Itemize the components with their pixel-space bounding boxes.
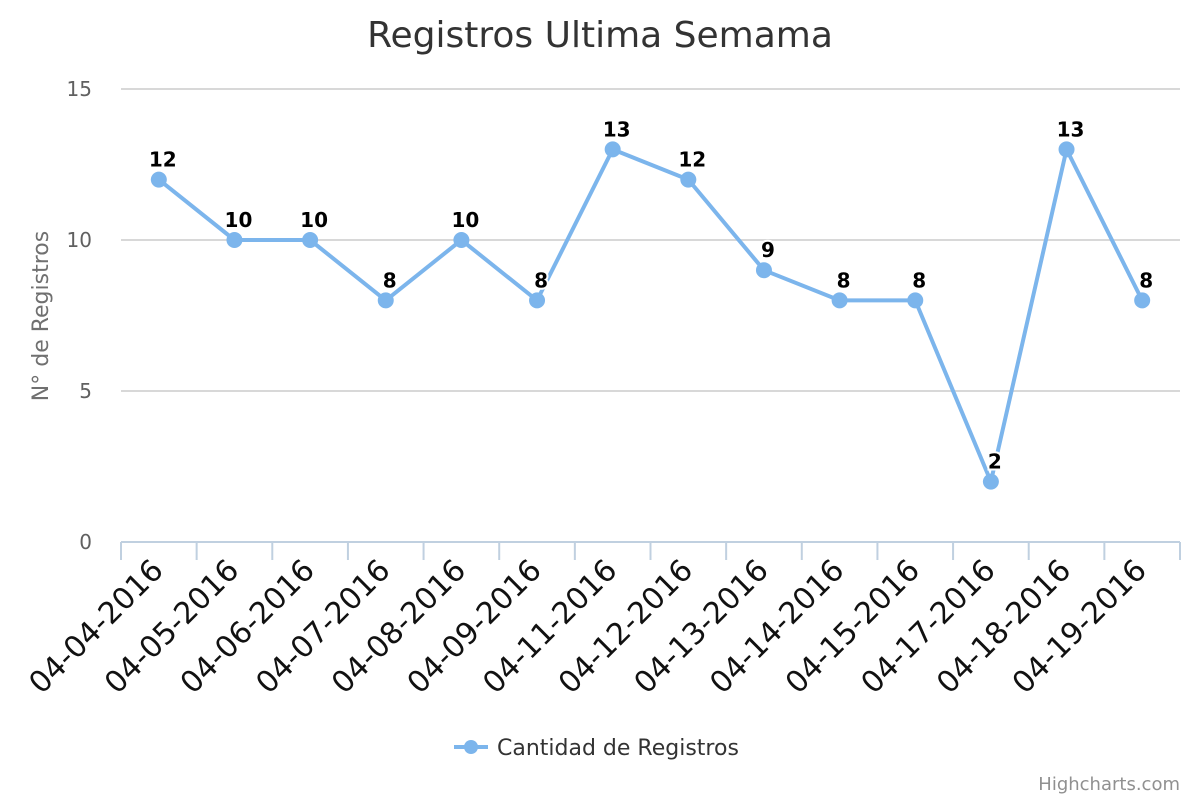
chart-title: Registros Ultima Semama [367, 15, 833, 56]
data-point[interactable] [377, 292, 394, 309]
y-tick-label: 0 [79, 530, 92, 554]
data-label: 12 [678, 148, 706, 172]
y-tick-label: 15 [67, 77, 92, 101]
data-point[interactable] [529, 292, 546, 309]
data-label: 12 [149, 148, 177, 172]
data-label: 9 [761, 238, 775, 262]
data-point[interactable] [226, 232, 243, 248]
data-label: 8 [837, 268, 851, 292]
data-label: 13 [1057, 117, 1085, 141]
y-axis-ticks: 0 5 10 15 [67, 77, 92, 554]
series-cantidad-de-registros[interactable] [150, 141, 1151, 490]
data-point[interactable] [1058, 141, 1075, 158]
x-axis: 04-04-201604-05-201604-06-201604-07-2016… [22, 541, 1181, 701]
data-label: 8 [383, 268, 397, 292]
series-line [156, 147, 1145, 484]
data-point[interactable] [680, 171, 697, 188]
credits-link[interactable]: Highcharts.com [1038, 774, 1180, 795]
y-tick-label: 5 [79, 379, 92, 403]
data-label: 8 [1139, 268, 1153, 292]
data-point[interactable] [907, 292, 924, 309]
legend-item-label[interactable]: Cantidad de Registros [497, 736, 739, 761]
data-label: 2 [988, 450, 1002, 474]
data-point[interactable] [302, 232, 319, 248]
data-point[interactable] [453, 232, 470, 248]
legend-marker-icon [464, 740, 478, 754]
data-point[interactable] [831, 292, 848, 309]
data-point[interactable] [150, 171, 167, 188]
data-point[interactable] [1134, 292, 1151, 309]
data-label: 8 [912, 268, 926, 292]
data-point[interactable] [982, 473, 999, 490]
data-label: 8 [534, 268, 548, 292]
data-label: 13 [603, 117, 631, 141]
y-tick-label: 10 [67, 228, 92, 252]
legend[interactable]: Cantidad de Registros [454, 736, 739, 761]
data-label: 10 [451, 208, 479, 232]
data-label: 10 [225, 208, 253, 232]
data-point[interactable] [604, 141, 621, 158]
data-label: 10 [300, 208, 328, 232]
y-axis-title: N° de Registros [29, 231, 54, 401]
data-labels: 12 10 10 8 10 8 13 12 9 8 8 2 13 8 [147, 115, 1155, 475]
data-point[interactable] [755, 262, 772, 279]
